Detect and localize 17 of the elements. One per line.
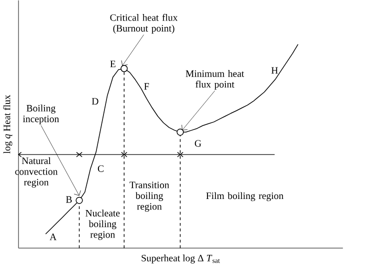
annotation: Natural convection region — [15, 157, 58, 188]
annotation: Nucleate boiling region — [86, 209, 120, 240]
annotation: G — [194, 140, 202, 147]
annotation: Transition boiling region — [130, 182, 170, 212]
x-axis-title: Superheat log Δ T$_{sat}$ — [142, 254, 220, 264]
annotation: C — [98, 165, 104, 172]
annotation: Minimum heat flux point — [186, 70, 244, 90]
y-axis-title: log q Heat flux — [3, 94, 12, 154]
annotation: H — [271, 67, 278, 74]
annotation: B — [66, 196, 72, 203]
annotation: A — [50, 234, 57, 240]
text: Critical heat flux (Burnout point) — [110, 14, 178, 34]
annotation: F — [144, 83, 149, 90]
annotation: Film boiling region — [206, 192, 284, 201]
annotation: E — [110, 60, 116, 67]
annotation: Boiling inception — [22, 104, 59, 124]
annotation: D — [92, 98, 98, 104]
